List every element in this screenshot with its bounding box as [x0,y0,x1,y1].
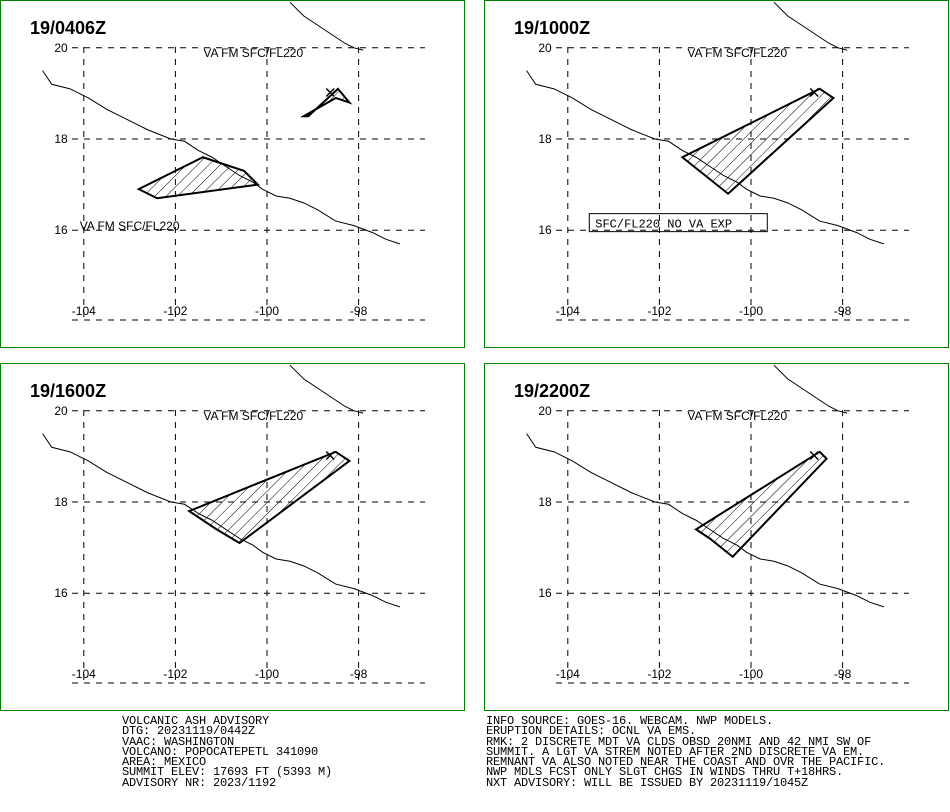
advisory-right-line: INFO SOURCE: GOES-16. WEBCAM. NWP MODELS… [486,714,774,728]
lon-tick-label: -100 [255,667,279,681]
lon-tick-label: -104 [72,304,96,318]
lat-tick-label: 20 [538,41,552,55]
lat-tick-label: 16 [538,586,552,600]
advisory-right-line: NXT ADVISORY: WILL BE ISSUED BY 20231119… [486,775,809,790]
panel-frame [484,363,949,711]
lon-tick-label: -98 [350,667,368,681]
map-panel-2: 20 18 16 -104 -102 -100 -98 VA FM SFC/FL220 SFC/… [484,0,949,348]
panel-time-label: 19/0406Z [30,18,106,38]
lat-tick-label: 20 [54,41,68,55]
no-va-label: SFC/FL220 NO VA EXP [595,218,732,232]
lon-tick-label: -100 [255,304,279,318]
state-border [289,364,364,414]
map-panel-4: 20 18 16 -104 -102 -100 -98 VA FM SFC/FL220 19/2… [484,363,949,711]
lon-tick-label: -104 [556,304,580,318]
advisory-left-line: VOLCANIC ASH ADVISORY [122,714,270,728]
advisory-left-line: ADVISORY NR: 2023/1192 [122,775,277,790]
volcano-marker-icon [809,87,819,98]
coastline [42,70,400,245]
advisory-left-line: AREA: MEXICO [122,755,207,770]
advisory-right-line: REMNANT VA ALSO NOTED NEAR THE COAST AND… [486,755,886,770]
map-panel-3: 20 18 16 -104 -102 -100 -98 VA FM SFC/FL220 19/1… [0,363,465,711]
map-panel-1: 20 18 16 -104 -102 -100 -98 VA FM SFC/FL220 VA F… [0,0,465,348]
ash-cloud-label: VA FM SFC/FL220 [687,46,787,60]
lat-tick-label: 18 [538,495,552,509]
lat-tick-label: 18 [54,132,68,146]
lon-tick-label: -98 [834,667,852,681]
lon-tick-label: -102 [163,304,187,318]
state-border [289,1,364,51]
advisory-left-line: VAAC: WASHINGTON [122,734,235,749]
lon-tick-label: -98 [350,304,368,318]
panel-frame [0,0,465,348]
advisory-right-line: ERUPTION DETAILS: OCNL VA EMS. [486,724,697,739]
lat-tick-label: 20 [54,404,68,418]
state-border [773,1,848,51]
lon-tick-label: -102 [163,667,187,681]
lat-tick-label: 18 [54,495,68,509]
lon-tick-label: -100 [739,667,763,681]
advisory-right-line: RMK: 2 DISCRETE MDT VA CLDS OBSD 20NMI A… [486,734,872,749]
advisory-left-line: DTG: 20231119/0442Z [122,724,256,739]
volcano-marker-icon [809,450,819,461]
advisory-info-right: INFO SOURCE: GOES-16. WEBCAM. NWP MODELS… [486,714,886,790]
panel-time-label: 19/2200Z [514,381,590,401]
ash-cloud-label: VA FM SFC/FL220 [687,409,787,423]
lon-tick-label: -102 [647,667,671,681]
ash-cloud-polygon [299,87,353,118]
advisory-info-left: VOLCANIC ASH ADVISORY DTG: 20231119/0442Z… [122,714,333,790]
ash-cloud-label: VA FM SFC/FL220 [203,409,303,423]
lat-tick-label: 16 [538,223,552,237]
panel-time-label: 19/1000Z [514,18,590,38]
ash-cloud-label: VA FM SFC/FL220 [80,219,180,233]
ash-cloud-polygon [680,87,836,196]
lat-tick-label: 16 [54,586,68,600]
volcano-marker-icon [325,87,335,98]
panel-frame [484,0,949,348]
lat-tick-label: 18 [538,132,552,146]
panel-frame [0,363,465,711]
advisory-left-line: VOLCANO: POPOCATEPETL 341090 [122,744,319,759]
advisory-right-line: NWP MDLS FCST ONLY SLGT CHGS IN WINDS TH… [486,765,844,780]
lon-tick-label: -104 [72,667,96,681]
state-border [773,364,848,414]
lat-tick-label: 16 [54,223,68,237]
advisory-left-line: SUMMIT ELEV: 17693 FT (5393 M) [122,765,333,780]
advisory-right-line: SUMMIT. A LGT VA STREM NOTED AFTER 2ND D… [486,744,865,759]
volcano-marker-icon [325,450,335,461]
lat-tick-label: 20 [538,404,552,418]
ash-cloud-label: VA FM SFC/FL220 [203,46,303,60]
lon-tick-label: -98 [834,304,852,318]
lon-tick-label: -102 [647,304,671,318]
lon-tick-label: -104 [556,667,580,681]
ash-cloud-polygon [187,450,352,545]
ash-cloud-polygon [136,156,260,200]
no-va-box [588,213,768,233]
coastline [526,433,884,608]
ash-cloud-polygon [694,450,828,559]
panel-time-label: 19/1600Z [30,381,106,401]
lon-tick-label: -100 [739,304,763,318]
